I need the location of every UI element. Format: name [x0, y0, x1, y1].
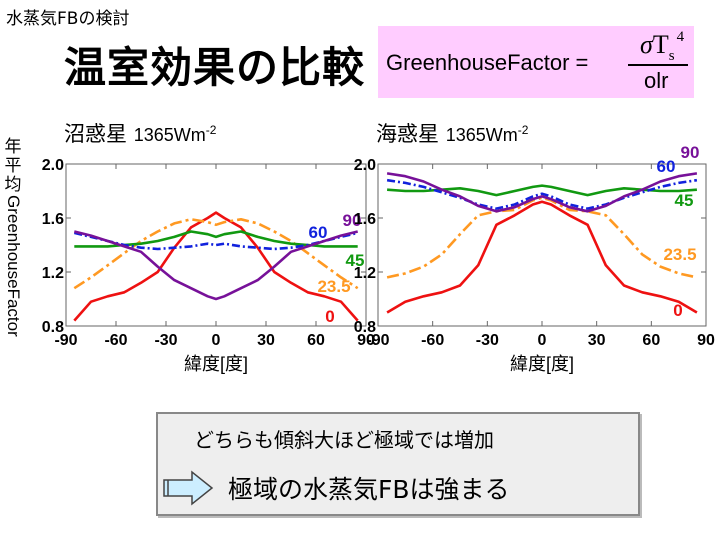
chart-right-title: 海惑星 1365Wm-2 [376, 118, 528, 148]
formula-sigma: σ [640, 30, 653, 59]
chart-right-flux: 1365Wm-2 [445, 123, 529, 145]
series-line-60 [73, 231, 359, 251]
series-line-60 [386, 178, 698, 210]
y-tick-label: 2.0 [354, 157, 376, 174]
series-line-0 [73, 211, 359, 322]
x-tick-label: 90 [697, 332, 715, 349]
x-tick-label: 30 [257, 332, 275, 349]
formula-numerator: σTs4 [640, 29, 685, 64]
series-line-23-5 [73, 218, 359, 290]
formula-sup: 4 [676, 29, 685, 45]
series-label-90: 90 [343, 211, 362, 230]
chart-right-flux-value: 1365Wm [445, 125, 518, 145]
x-tick-label: 90 [357, 332, 375, 349]
chart-left-flux: 1365Wm-2 [133, 123, 217, 145]
y-tick-label: 1.6 [42, 211, 64, 228]
chart-left-flux-value: 1365Wm [133, 125, 206, 145]
x-tick-label: 60 [642, 332, 660, 349]
chart-left-flux-exp: -2 [205, 123, 217, 137]
series-label-45: 45 [675, 191, 694, 210]
x-axis-label-left: 緯度[度] [184, 354, 248, 374]
formula-t: T [652, 30, 669, 59]
x-tick-label: -90 [54, 332, 77, 349]
series-line-0 [386, 200, 698, 314]
formula-lhs: GreenhouseFactor = [386, 50, 589, 75]
y-axis-label-char: 年 [4, 137, 22, 157]
series-label-0: 0 [673, 301, 682, 320]
chart-right-name: 海惑星 [376, 122, 439, 146]
y-tick-label: 1.2 [42, 265, 64, 282]
series-label-60: 60 [309, 223, 328, 242]
formula-box: GreenhouseFactor = σTs4 olr [378, 26, 694, 98]
y-tick-label: 1.2 [354, 265, 376, 282]
x-tick-label: -60 [104, 332, 127, 349]
header-small-title: 水蒸気FBの検討 [6, 9, 130, 29]
formula-denominator: olr [644, 68, 669, 93]
plot-frame-right [377, 163, 707, 327]
conclusion-line-2: 極域の水蒸気FBは強まる [228, 475, 510, 504]
charts-svg: 0.8 1.2 1.6 2.0 -90 -60 -30 0 30 60 90 緯度[度] 0 23.5 45… [42, 143, 715, 374]
x-tick-label: -90 [366, 332, 389, 349]
chart-left-title: 沼惑星 1365Wm-2 [64, 118, 216, 148]
series-label-0: 0 [325, 307, 334, 326]
chart-left-name: 沼惑星 [64, 122, 127, 146]
y-axis-label-rotated: GreenhouseFactor [4, 195, 23, 337]
x-tick-label: -30 [476, 332, 499, 349]
formula-fraction-bar [628, 64, 688, 66]
y-tick-label: 0.8 [42, 319, 64, 336]
x-tick-label: 0 [538, 332, 547, 349]
x-tick-label: 60 [307, 332, 325, 349]
x-axis-label-right: 緯度[度] [510, 354, 574, 374]
series-line-23-5 [386, 196, 698, 279]
y-tick-label: 2.0 [42, 157, 64, 174]
right-arrow-icon [163, 470, 214, 506]
series-label-45: 45 [346, 251, 365, 270]
x-tick-label: 0 [212, 332, 221, 349]
x-tick-label: 30 [588, 332, 606, 349]
series-label-23-5: 23.5 [663, 245, 696, 264]
series-label-90: 90 [681, 143, 700, 162]
x-tick-label: -60 [421, 332, 444, 349]
y-axis-label: 年 平 均 GreenhouseFactor [2, 138, 24, 337]
x-tick-label: -30 [154, 332, 177, 349]
y-axis-label-char: 平 [4, 156, 22, 176]
series-label-23-5: 23.5 [317, 277, 350, 296]
formula-sub: s [668, 48, 675, 64]
chart-right-flux-exp: -2 [517, 123, 529, 137]
y-axis-label-char: 均 [4, 175, 22, 195]
series-line-90 [73, 230, 359, 301]
y-tick-label: 1.6 [354, 211, 376, 228]
conclusion-box: どちらも傾斜大ほど極域では増加 極域の水蒸気FBは強まる [156, 412, 640, 516]
main-title: 温室効果の比較 [64, 43, 366, 92]
y-tick-label: 0.8 [354, 319, 376, 336]
series-line-90 [386, 172, 698, 213]
series-label-60: 60 [657, 157, 676, 176]
conclusion-line-1: どちらも傾斜大ほど極域では増加 [194, 428, 494, 452]
